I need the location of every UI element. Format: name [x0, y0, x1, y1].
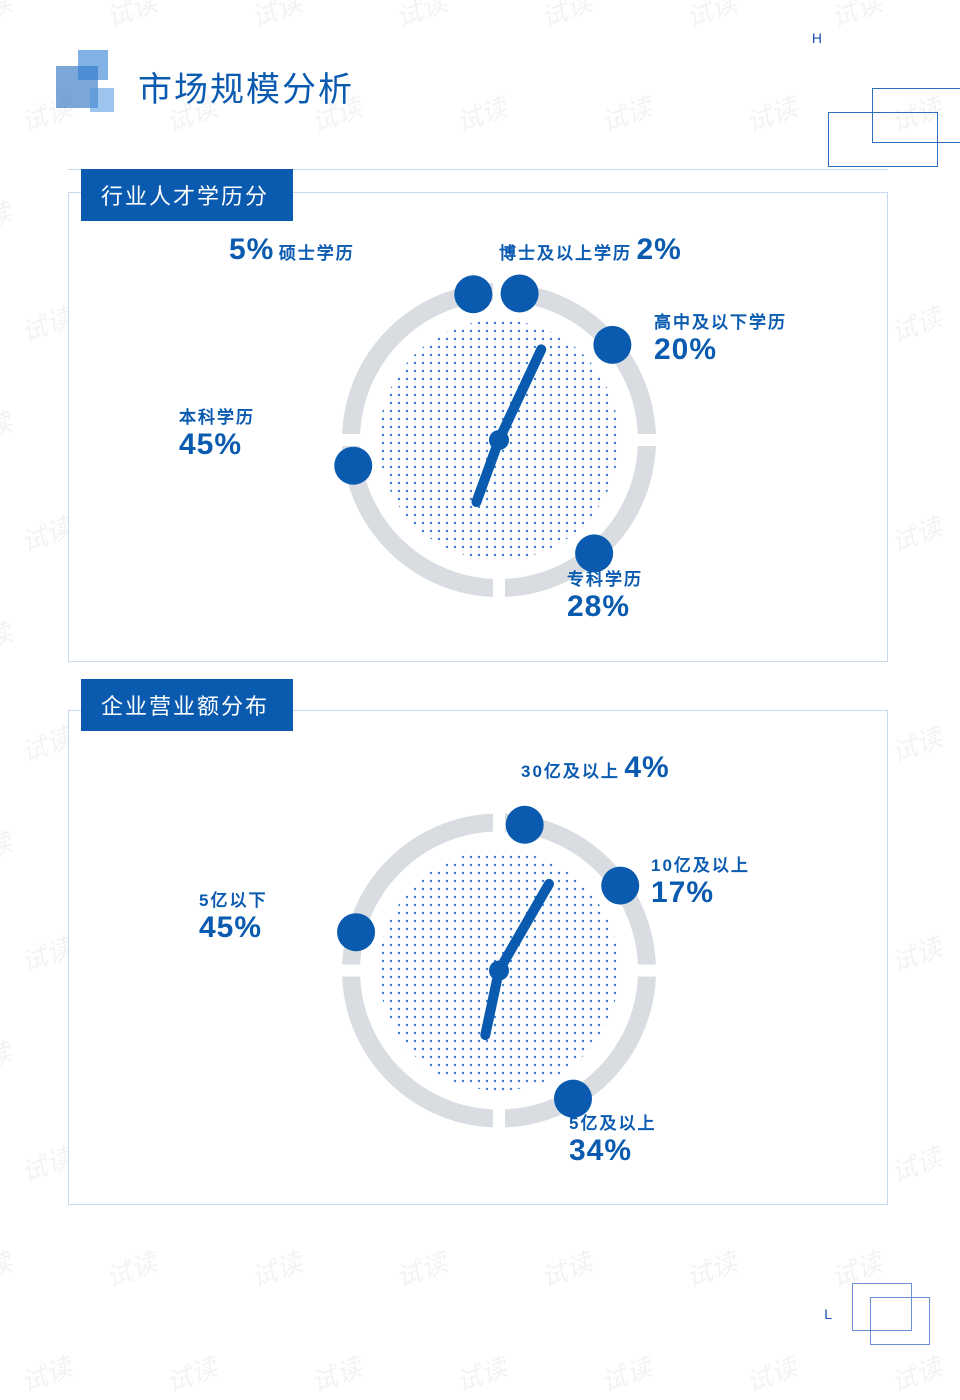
chart-label: 5亿以下45% [199, 886, 267, 945]
chart-dot [454, 275, 492, 313]
page-title-block: 市场规模分析 [50, 46, 354, 126]
chart-panel-revenue: 企业营业额分布 30亿及以上 4%10亿及以上17%5亿及以上34%5亿以下45… [68, 710, 888, 1205]
chart-panel-education: 行业人才学历分 5% 硕士学历博士及以上学历 2%高中及以下学历20%专科学历2… [68, 192, 888, 662]
page-title: 市场规模分析 [138, 62, 354, 111]
chart-title-revenue: 企业营业额分布 [81, 679, 293, 731]
chart-label: 10亿及以上17% [651, 851, 750, 910]
chart-label: 5亿及以上34% [569, 1109, 656, 1168]
clock-chart-revenue: 30亿及以上 4% 10亿及以上17% 5亿及以上34% 5亿以下45% [69, 711, 887, 1204]
chart-dot [593, 326, 631, 364]
corner-letter-top: H [812, 30, 822, 46]
chart-label: 5% 硕士学历 [229, 233, 355, 267]
title-icon [50, 46, 130, 126]
chart-title-education: 行业人才学历分 [81, 169, 293, 221]
chart-dot [501, 274, 539, 312]
chart-label: 高中及以下学历20% [654, 308, 787, 367]
chart-dot [334, 447, 372, 485]
chart-dot [337, 913, 375, 951]
chart-dot [506, 806, 544, 844]
corner-letter-bottom: L [824, 1306, 832, 1322]
chart-label: 本科学历45% [179, 403, 255, 462]
chart-dot [601, 867, 639, 905]
chart-label: 专科学历28% [567, 565, 643, 624]
chart-label: 博士及以上学历 2% [499, 233, 682, 267]
chart-label: 30亿及以上 4% [521, 751, 670, 785]
clock-chart-education: 5% 硕士学历 博士及以上学历 2% 高中及以下学历20% 专科学历28% 本科学历45… [69, 193, 887, 661]
